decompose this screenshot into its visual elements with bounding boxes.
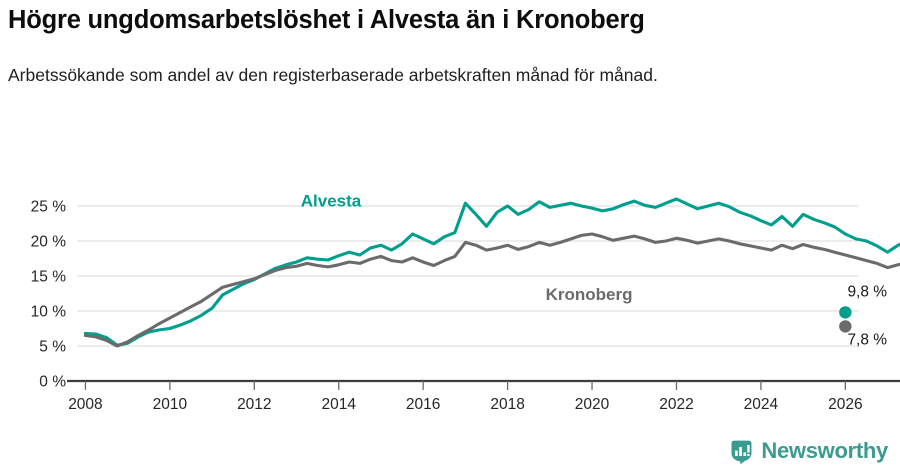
x-axis-tick-label: 2012 [237, 396, 271, 413]
newsworthy-logo[interactable]: Newsworthy [729, 438, 888, 464]
chart-canvas: 0 %5 %10 %15 %20 %25 % AlvestaKronoberg … [31, 192, 900, 413]
series-labels-group: Alvesta Kronoberg [301, 192, 633, 304]
y-axis-tick-label: 5 % [39, 339, 66, 356]
page-subtitle: Arbetssökande som andel av den registerb… [8, 65, 658, 85]
x-axis-tick-label: 2008 [68, 396, 102, 413]
series-line-kronoberg [83, 232, 900, 348]
y-axis-tick-label: 10 % [31, 304, 67, 321]
x-axis-tick-label: 2026 [828, 396, 862, 413]
end-marker-alvesta [839, 306, 852, 319]
series-label-kronoberg: Kronoberg [546, 285, 633, 304]
x-axis-tick-label: 2018 [490, 396, 524, 413]
end-markers-group [839, 306, 852, 333]
y-axis-tick-label: 15 % [31, 269, 67, 286]
bar-chart-bubble-icon [729, 439, 754, 464]
y-axis-tick-label: 20 % [31, 234, 67, 251]
x-axis-tick-label: 2014 [321, 396, 356, 413]
page-title: Högre ungdomsarbetslöshet i Alvesta än i… [8, 6, 645, 34]
x-axis-tick-label: 2016 [406, 396, 440, 413]
line-chart: 0 % 5 % 10 % 15 % 20 % 25 % Alvesta Kronoberg … [0, 150, 900, 425]
brand-name: Newsworthy [761, 438, 888, 463]
x-axis-tick-label: 2010 [153, 396, 188, 413]
gridlines-group [77, 205, 858, 347]
x-axis-group [67, 379, 900, 390]
end-marker-kronoberg [839, 320, 852, 333]
value-labels-group: 9,8 % 7,8 % [847, 283, 887, 348]
end-value-label-alvesta: 9,8 % [847, 283, 887, 300]
y-axis-tick-label: 25 % [31, 199, 67, 216]
x-axis-tick-label: 2020 [575, 396, 610, 413]
series-line-alvesta [83, 197, 900, 347]
y-axis-labels: 0 % 5 % 10 % 15 % 20 % 25 % [31, 199, 67, 391]
end-value-label-kronoberg: 7,8 % [847, 332, 887, 349]
y-axis-tick-label: 0 % [39, 374, 66, 391]
x-axis-tick-label: 2022 [659, 396, 693, 413]
x-axis-tick-label: 2024 [744, 396, 779, 413]
series-group [83, 197, 900, 348]
x-axis-labels: 2008 2010 2012 2014 2016 2018 2020 2022 2024 2026 [68, 396, 862, 413]
series-label-alvesta: Alvesta [301, 192, 362, 211]
